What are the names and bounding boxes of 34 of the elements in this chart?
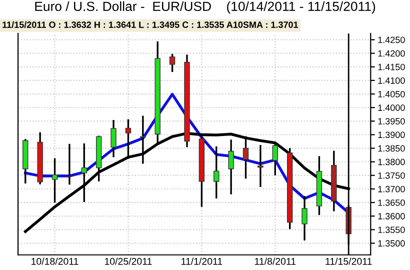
candlestick [214,146,220,200]
chart-title: Euro / U.S. Dollar - EUR/USD (10/14/2011 - 11/15/2011) [35,1,376,14]
y-tick-label: 1.4050 [378,90,405,98]
candlestick [242,135,249,180]
y-tick-label: 1.4150 [378,64,405,70]
y-tick-label: 1.4250 [378,36,405,44]
candlestick [66,143,72,186]
candlestick [52,157,58,204]
candlestick [81,142,87,203]
y-tick-label: 1.3500 [378,240,405,247]
x-tick-label: 11/1/2011 [182,258,222,265]
x-tick-label: 10/25/2011 [105,258,152,265]
y-tick-label: 1.3550 [378,226,405,234]
y-tick-label: 1.3900 [378,132,405,138]
y-tick-label: 1.3850 [378,145,405,152]
y-tick-label: 1.4100 [378,77,405,84]
y-tick-label: 1.3800 [378,158,405,166]
text: 11/15/2011 O : 1.3632 H : 1.3641 L : 1.3495 C : 1.3535 A10SMA : 1.3701 [2,21,298,28]
y-tick-label: 1.3600 [378,213,405,220]
y-tick-label: 1.4000 [378,104,405,111]
y-tick-label: 1.3700 [378,186,405,192]
x-tick-label: 11/15/2011 [326,258,372,265]
candlestick [228,138,234,196]
candlestick [302,195,308,242]
y-tick-label: 1.3750 [378,172,405,179]
candlestick [272,140,278,176]
y-tick-label: 1.3650 [378,199,405,206]
x-tick-label: 10/18/2011 [32,258,78,265]
candlestick [169,52,176,73]
y-tick-label: 1.3950 [378,118,405,124]
candlestick [110,119,116,158]
y-tick-label: 1.4200 [378,50,405,57]
candlestick [258,144,264,188]
x-tick-label: 11/8/2011 [254,258,296,265]
